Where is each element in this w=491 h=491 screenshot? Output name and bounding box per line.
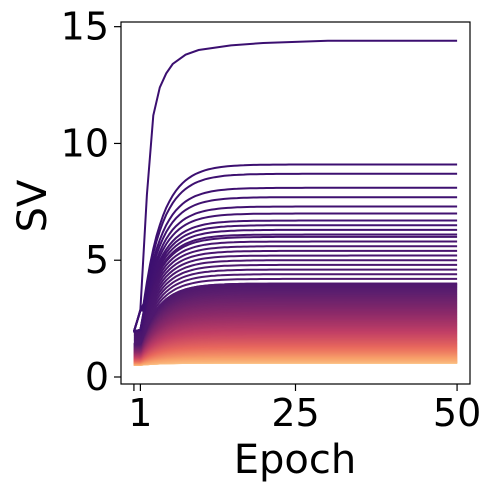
series-line [133,212,458,333]
series-line [133,219,458,333]
x-tick-label: 50 [433,391,481,435]
series-line [132,39,458,333]
y-axis-label: SV [10,179,56,232]
series-line [132,163,458,332]
x-tick-label: 25 [271,391,319,435]
y-tick-label: 0 [85,355,109,399]
series-line [132,196,458,332]
series-line [133,282,458,345]
series-line [133,268,458,342]
series-line [133,263,458,340]
series-line [132,186,458,332]
series-line [133,277,458,344]
y-tick-label: 5 [85,238,109,282]
series-lines [132,39,458,366]
series-line [133,228,458,333]
series-line [133,249,458,337]
x-axis-label: Epoch [234,437,356,483]
y-tick-label: 15 [61,5,109,49]
y-tick-label: 10 [61,121,109,165]
series-line [133,273,458,343]
series-line [133,245,458,335]
series-line [133,240,458,334]
series-line [132,205,458,332]
x-axis-ticks: 1 25 50 [128,384,481,435]
series-line [133,254,458,338]
y-axis-ticks: 0 5 10 15 [61,5,121,399]
series-line [132,172,458,332]
series-line [133,235,458,333]
series-line [133,224,458,333]
series-line [133,233,458,333]
x-tick-label: 1 [128,391,152,435]
series-line [133,259,458,339]
